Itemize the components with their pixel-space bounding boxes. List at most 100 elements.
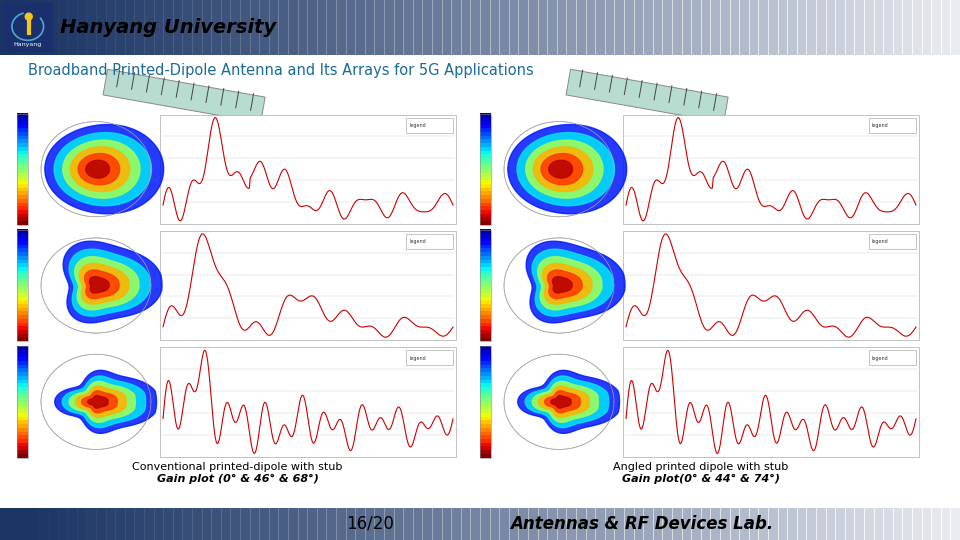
Bar [480,274,491,278]
Bar [538,508,548,540]
Bar [480,368,491,372]
Bar [480,184,491,188]
Bar [480,361,491,365]
Bar [17,368,28,372]
Bar [480,139,491,143]
Bar [614,0,625,55]
Bar [528,508,539,540]
Bar [29,508,39,540]
Bar [160,347,456,456]
Bar [758,0,769,55]
Bar [17,383,28,387]
Text: Gain plot (0° & 46° & 68°): Gain plot (0° & 46° & 68°) [156,474,319,484]
Bar [586,0,596,55]
Bar [134,508,145,540]
Bar [461,0,471,55]
Bar [17,322,28,326]
Bar [480,431,491,435]
Bar [480,322,491,326]
Bar [480,357,491,361]
Bar [480,397,491,402]
Bar [17,379,28,383]
Bar [480,383,491,387]
Polygon shape [78,153,120,185]
Bar [230,0,241,55]
Polygon shape [525,376,609,428]
Bar [480,326,491,330]
Bar [278,508,289,540]
Bar [941,0,951,55]
Bar [17,143,28,147]
Bar [682,0,692,55]
Bar [623,114,919,224]
Polygon shape [45,125,163,214]
Bar [211,0,222,55]
Bar [221,508,231,540]
Bar [605,508,615,540]
Bar [106,508,116,540]
Bar [499,508,510,540]
Bar [48,0,59,55]
Bar [797,0,807,55]
Polygon shape [55,370,156,434]
Bar [653,508,663,540]
Bar [144,0,155,55]
Bar [17,319,28,322]
Bar [624,508,635,540]
Bar [422,508,433,540]
Bar [403,508,414,540]
Bar [586,508,596,540]
Bar [163,508,174,540]
Text: Broadband Printed-Dipole Antenna and Its Arrays for 5G Applications: Broadband Printed-Dipole Antenna and Its… [28,63,534,78]
Bar [480,237,491,241]
Text: Antennas & RF Devices Lab.: Antennas & RF Devices Lab. [510,515,773,533]
Bar [490,0,500,55]
Bar [509,0,519,55]
Bar [442,0,452,55]
Bar [17,180,28,184]
Text: Hanyang: Hanyang [13,42,42,48]
Bar [17,390,28,394]
Bar [17,139,28,143]
Bar [259,508,270,540]
Bar [269,508,279,540]
Bar [17,315,28,319]
Bar [259,0,270,55]
Bar [77,508,87,540]
Polygon shape [526,140,603,198]
Bar [931,0,942,55]
Polygon shape [41,238,151,333]
Bar [480,266,491,271]
Bar [17,202,28,206]
Bar [17,423,28,428]
Bar [17,198,28,202]
Bar [38,0,49,55]
Bar [749,0,759,55]
Bar [17,409,28,413]
Polygon shape [62,140,140,198]
Bar [3,3,53,52]
Bar [250,508,260,540]
Bar [17,375,28,380]
Bar [17,165,28,169]
Bar [0,0,960,55]
Bar [835,508,846,540]
Bar [17,168,28,173]
Bar [672,508,683,540]
Bar [480,420,491,424]
Bar [869,118,916,132]
Bar [480,435,491,439]
Bar [250,0,260,55]
Bar [17,259,28,263]
Bar [17,237,28,241]
Bar [67,508,78,540]
Bar [17,270,28,274]
Bar [576,0,587,55]
Text: legend: legend [872,239,889,244]
Bar [653,0,663,55]
Bar [192,508,203,540]
Bar [317,0,327,55]
Bar [432,0,443,55]
Bar [336,0,347,55]
Bar [17,346,28,457]
